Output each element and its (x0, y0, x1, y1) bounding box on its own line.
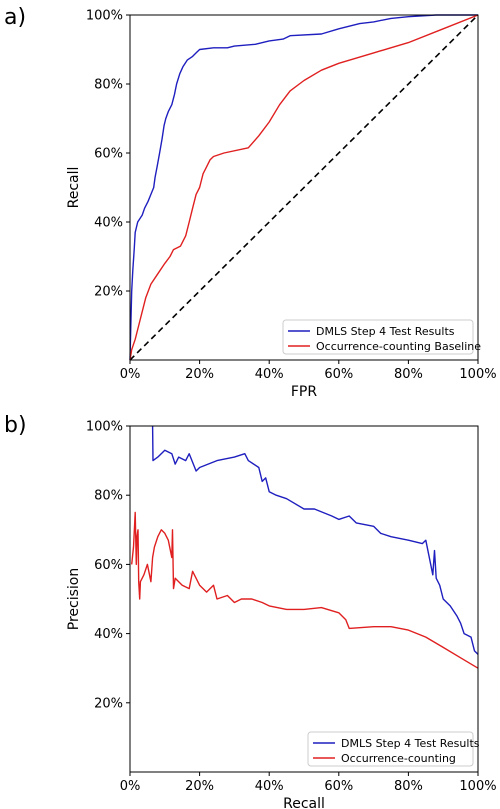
legend-label-2: Occurrence-counting (341, 752, 456, 765)
x-tick-label: 80% (394, 367, 423, 382)
legend-box (307, 731, 474, 767)
y-tick-label: 80% (94, 489, 123, 504)
plot-frame (129, 425, 479, 773)
x-tick-label: 20% (185, 367, 214, 382)
x-axis-label: Recall (283, 796, 325, 809)
y-tick-label: 20% (94, 285, 123, 300)
x-axis-label: FPR (291, 384, 317, 400)
reference-diagonal-line (129, 14, 479, 361)
series-line-2 (131, 511, 479, 669)
x-tick-label: 20% (185, 779, 214, 794)
legend-label-1: DMLS Step 4 Test Results (316, 325, 455, 338)
y-tick-label: 100% (86, 420, 123, 435)
panel-label: b) (4, 413, 27, 438)
y-tick-label: 100% (86, 9, 123, 24)
x-tick-label: 60% (324, 779, 353, 794)
y-axis-label: Precision (66, 568, 82, 630)
y-axis-label: Recall (66, 167, 82, 209)
legend: DMLS Step 4 Test Results Occurrence-count… (307, 731, 480, 767)
legend: DMLS Step 4 Test Results Occurrence-count… (282, 319, 481, 355)
legend-label-2: Occurrence-counting Baseline (316, 340, 481, 353)
y-tick-label: 40% (94, 216, 123, 231)
legend-box (282, 319, 474, 355)
chart-panel-2: b) 0% 20% 40% 60% 80% 100% 20% 40% 60% 80% 100% Reca… (4, 413, 497, 809)
y-tick-label: 60% (94, 558, 123, 573)
series-line-2 (129, 14, 479, 361)
y-tick-label: 40% (94, 627, 123, 642)
x-tick-label: 100% (459, 779, 496, 794)
plot-frame (129, 14, 479, 361)
x-tick-label: 80% (394, 779, 423, 794)
series-line-1 (151, 425, 479, 655)
series-line-1 (129, 14, 478, 361)
legend-label-1: DMLS Step 4 Test Results (341, 737, 480, 750)
panel-label: a) (4, 5, 26, 30)
x-tick-label: 40% (255, 779, 284, 794)
y-tick-label: 60% (94, 147, 123, 162)
y-tick-label: 80% (94, 78, 123, 93)
x-tick-label: 0% (120, 779, 141, 794)
x-tick-label: 0% (120, 367, 141, 382)
x-tick-label: 40% (255, 367, 284, 382)
x-tick-label: 60% (324, 367, 353, 382)
x-tick-label: 100% (459, 367, 496, 382)
chart-panel-1: a) 0% 20% 40% 60% 80% 100% 20% 40% 60% 80% 100% FPR R… (4, 5, 497, 400)
y-tick-label: 20% (94, 696, 123, 711)
